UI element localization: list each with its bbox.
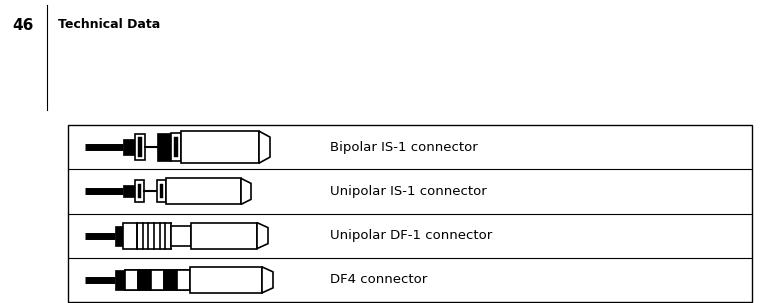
Bar bbox=[157, 133, 171, 161]
Bar bbox=[138, 137, 142, 157]
Bar bbox=[177, 270, 190, 290]
Bar bbox=[191, 223, 257, 249]
Bar bbox=[135, 134, 145, 160]
Bar bbox=[190, 267, 262, 293]
Polygon shape bbox=[262, 267, 273, 293]
Bar bbox=[171, 226, 191, 246]
Bar bbox=[123, 139, 135, 155]
Text: Technical Data: Technical Data bbox=[58, 18, 160, 31]
Polygon shape bbox=[259, 131, 270, 163]
Bar bbox=[164, 270, 177, 290]
Bar bbox=[151, 270, 164, 290]
Bar bbox=[123, 223, 137, 249]
Bar bbox=[181, 131, 259, 163]
Polygon shape bbox=[241, 178, 251, 205]
Polygon shape bbox=[257, 223, 268, 249]
Bar bbox=[174, 137, 178, 157]
Bar bbox=[135, 180, 144, 202]
Bar bbox=[115, 270, 125, 290]
Text: Bipolar IS-1 connector: Bipolar IS-1 connector bbox=[330, 141, 478, 154]
Bar bbox=[115, 226, 123, 246]
Bar bbox=[68, 125, 752, 302]
Text: DF4 connector: DF4 connector bbox=[330, 273, 427, 286]
Text: 46: 46 bbox=[12, 18, 34, 33]
Bar bbox=[138, 270, 151, 290]
Bar bbox=[125, 270, 138, 290]
Text: Unipolar IS-1 connector: Unipolar IS-1 connector bbox=[330, 185, 487, 198]
Bar bbox=[123, 185, 135, 197]
Text: Unipolar DF-1 connector: Unipolar DF-1 connector bbox=[330, 229, 492, 242]
Bar bbox=[157, 180, 166, 202]
Bar bbox=[171, 133, 181, 161]
Bar bbox=[138, 184, 141, 198]
Bar bbox=[166, 178, 241, 205]
Bar bbox=[125, 270, 190, 290]
Bar bbox=[160, 184, 163, 198]
